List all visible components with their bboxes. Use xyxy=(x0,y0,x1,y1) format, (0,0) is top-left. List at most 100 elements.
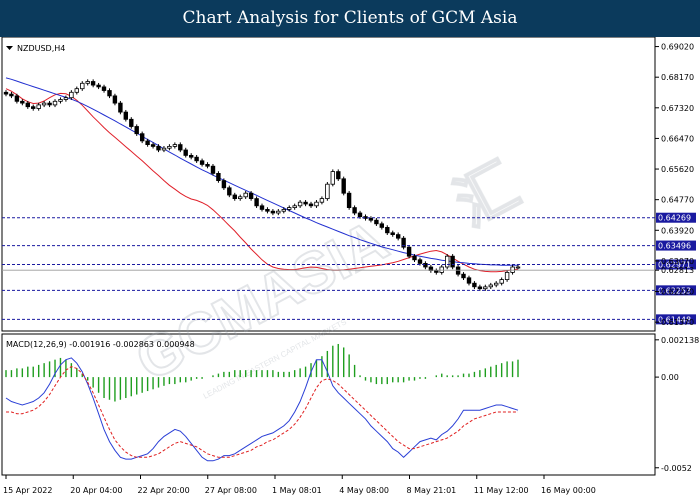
candle-body xyxy=(510,266,515,273)
price-tick-label: 0.63070 xyxy=(661,257,694,266)
candle-body xyxy=(90,81,96,86)
candle-body xyxy=(385,226,390,234)
moving-average-line-1 xyxy=(5,88,519,273)
candle-body xyxy=(308,203,314,207)
level-label-box xyxy=(656,314,696,325)
candle-body xyxy=(178,144,183,151)
candle-body xyxy=(63,97,69,100)
candle-body xyxy=(30,106,36,109)
price-tick-label: 0.68170 xyxy=(661,73,694,82)
candle-body xyxy=(259,205,265,210)
candle-body xyxy=(439,266,444,273)
candle-body xyxy=(504,271,510,280)
candle-body xyxy=(101,86,107,91)
macd-tick-label: -0.0052 xyxy=(661,464,692,473)
chart-canvas: GCMASIA LEADING IN EASTERN CAPITAL MARKE… xyxy=(1,37,699,495)
candle-body xyxy=(286,207,292,210)
candle-body xyxy=(183,149,188,156)
price-tick-label: 0.62220 xyxy=(661,288,694,297)
level-label-box xyxy=(656,240,696,251)
candle-body xyxy=(412,255,417,261)
price-tick-label: 0.63920 xyxy=(661,226,694,235)
candle-body xyxy=(172,144,178,147)
candle-body xyxy=(254,198,259,207)
price-tick-label: 0.67320 xyxy=(661,104,694,113)
candle-body xyxy=(243,192,248,198)
candle-body xyxy=(14,95,20,102)
candle-body xyxy=(488,284,493,288)
candle-body xyxy=(123,111,128,120)
candle-body xyxy=(297,201,303,207)
price-tick-label: 0.65620 xyxy=(661,165,694,174)
candle-body xyxy=(477,286,483,290)
candle-body xyxy=(423,262,428,268)
candle-body xyxy=(281,208,286,212)
macd-tick-label: 0.00 xyxy=(661,373,679,382)
chart-banner-title: Chart Analysis for Clients of GCM Asia xyxy=(0,0,700,37)
candle-body xyxy=(145,140,150,145)
candle-body xyxy=(319,198,325,203)
candle-body xyxy=(150,144,156,147)
candle-body xyxy=(248,192,254,199)
candle-body xyxy=(270,210,276,214)
time-tick-label: 4 May 08:00 xyxy=(339,486,389,495)
dropdown-triangle-icon xyxy=(6,46,13,50)
candle-body xyxy=(156,146,161,151)
candle-body xyxy=(276,210,281,214)
macd-tick-label: 0.002138 xyxy=(661,336,699,345)
candle-body xyxy=(96,84,101,88)
candle-body xyxy=(25,102,30,108)
macd-histogram xyxy=(5,343,519,402)
macd-lines xyxy=(5,357,519,462)
macd-pane-frame xyxy=(1,333,656,476)
candle-body xyxy=(395,234,401,239)
time-tick-label: 15 Apr 2022 xyxy=(3,486,52,495)
candle-body xyxy=(352,207,357,214)
candle-body xyxy=(237,196,243,200)
time-tick-label: 20 Apr 04:00 xyxy=(70,486,122,495)
candle-body xyxy=(330,171,335,185)
price-tick-label: 0.62813 xyxy=(661,266,694,275)
level-label-box xyxy=(656,285,696,296)
level-label-box xyxy=(656,259,696,270)
candle-body xyxy=(450,255,455,268)
candle-body xyxy=(194,156,199,162)
time-tick-label: 11 May 12:00 xyxy=(474,486,529,495)
candle-body xyxy=(401,237,406,248)
time-tick-label: 27 Apr 08:00 xyxy=(205,486,257,495)
candle-body xyxy=(36,104,41,109)
macd-pane-title: MACD(12,26,9) -0.001916 -0.002863 0.0009… xyxy=(6,340,195,349)
candle-body xyxy=(52,100,58,106)
candle-body xyxy=(346,192,352,208)
candle-body xyxy=(455,266,461,275)
candle-body xyxy=(139,133,145,142)
candle-body xyxy=(483,286,488,290)
candle-body xyxy=(221,180,227,189)
level-label: 0.64269 xyxy=(658,214,691,223)
price-tick-label: 0.64770 xyxy=(661,196,694,205)
candle-body xyxy=(161,147,167,151)
candle-body xyxy=(417,259,423,264)
candle-body xyxy=(41,102,47,106)
candle-body xyxy=(466,277,472,284)
price-tick-label: 0.69020 xyxy=(661,43,694,52)
candle-body xyxy=(434,270,439,273)
candle-body xyxy=(129,118,134,127)
price-moving-averages xyxy=(5,77,519,273)
price-levels: 0.64269 0.63496 0.62971 0.62253 0.61448 xyxy=(2,212,696,325)
candle-body xyxy=(444,255,450,268)
level-label: 0.63496 xyxy=(658,242,691,251)
macd-line xyxy=(5,357,519,462)
time-tick-label: 16 May 00:00 xyxy=(541,486,596,495)
candle-body xyxy=(134,126,139,135)
candle-body xyxy=(374,219,379,225)
level-label-box xyxy=(656,212,696,223)
level-label: 0.62253 xyxy=(658,286,691,295)
moving-average-line-2 xyxy=(5,77,518,266)
price-pane-title-text: NZDUSD,H4 xyxy=(17,44,65,53)
candle-body xyxy=(428,266,434,271)
candle-body xyxy=(112,95,118,104)
candle-body xyxy=(357,212,363,217)
candle-body xyxy=(47,102,52,106)
candle-body xyxy=(336,171,341,180)
